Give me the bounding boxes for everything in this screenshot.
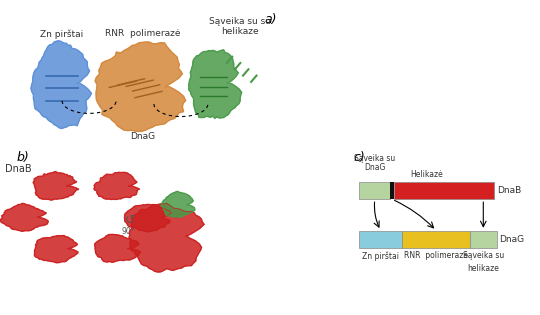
FancyBboxPatch shape — [402, 231, 470, 248]
Polygon shape — [0, 203, 48, 231]
Polygon shape — [95, 42, 186, 131]
Polygon shape — [31, 41, 91, 129]
Text: RNR  polimerazė: RNR polimerazė — [404, 251, 468, 260]
Text: Sąveika su su
helikaze: Sąveika su su helikaze — [210, 17, 271, 36]
Polygon shape — [188, 50, 242, 118]
Text: DnaB: DnaB — [497, 186, 521, 195]
Circle shape — [65, 205, 108, 230]
Text: RNR  polimerazė: RNR polimerazė — [105, 29, 181, 38]
Text: Helikazė: Helikazė — [410, 170, 443, 179]
Polygon shape — [34, 236, 78, 263]
Text: Zn pirštai: Zn pirštai — [40, 30, 84, 39]
FancyBboxPatch shape — [390, 182, 394, 199]
Text: $\circlearrowleft$: $\circlearrowleft$ — [122, 214, 136, 227]
FancyBboxPatch shape — [470, 231, 497, 248]
Text: Sąveika su: Sąveika su — [463, 251, 504, 260]
Text: DnaG: DnaG — [499, 235, 524, 244]
Polygon shape — [33, 172, 79, 200]
Polygon shape — [161, 191, 195, 217]
FancyBboxPatch shape — [359, 231, 402, 248]
Polygon shape — [129, 203, 204, 272]
Text: a): a) — [265, 13, 277, 26]
Text: Zn pirštai: Zn pirštai — [362, 251, 399, 261]
Text: c): c) — [354, 151, 366, 164]
Text: DnaG: DnaG — [364, 163, 386, 173]
Text: helikaze: helikaze — [467, 264, 500, 273]
Text: b): b) — [16, 151, 29, 164]
Text: DnaB: DnaB — [5, 163, 32, 174]
Polygon shape — [94, 234, 141, 262]
Text: DnaG: DnaG — [131, 132, 156, 141]
Text: Sąveika su: Sąveika su — [354, 154, 395, 163]
FancyBboxPatch shape — [359, 182, 390, 199]
Text: 90°: 90° — [122, 227, 136, 236]
FancyBboxPatch shape — [394, 182, 494, 199]
Polygon shape — [125, 204, 171, 232]
Polygon shape — [94, 172, 140, 199]
